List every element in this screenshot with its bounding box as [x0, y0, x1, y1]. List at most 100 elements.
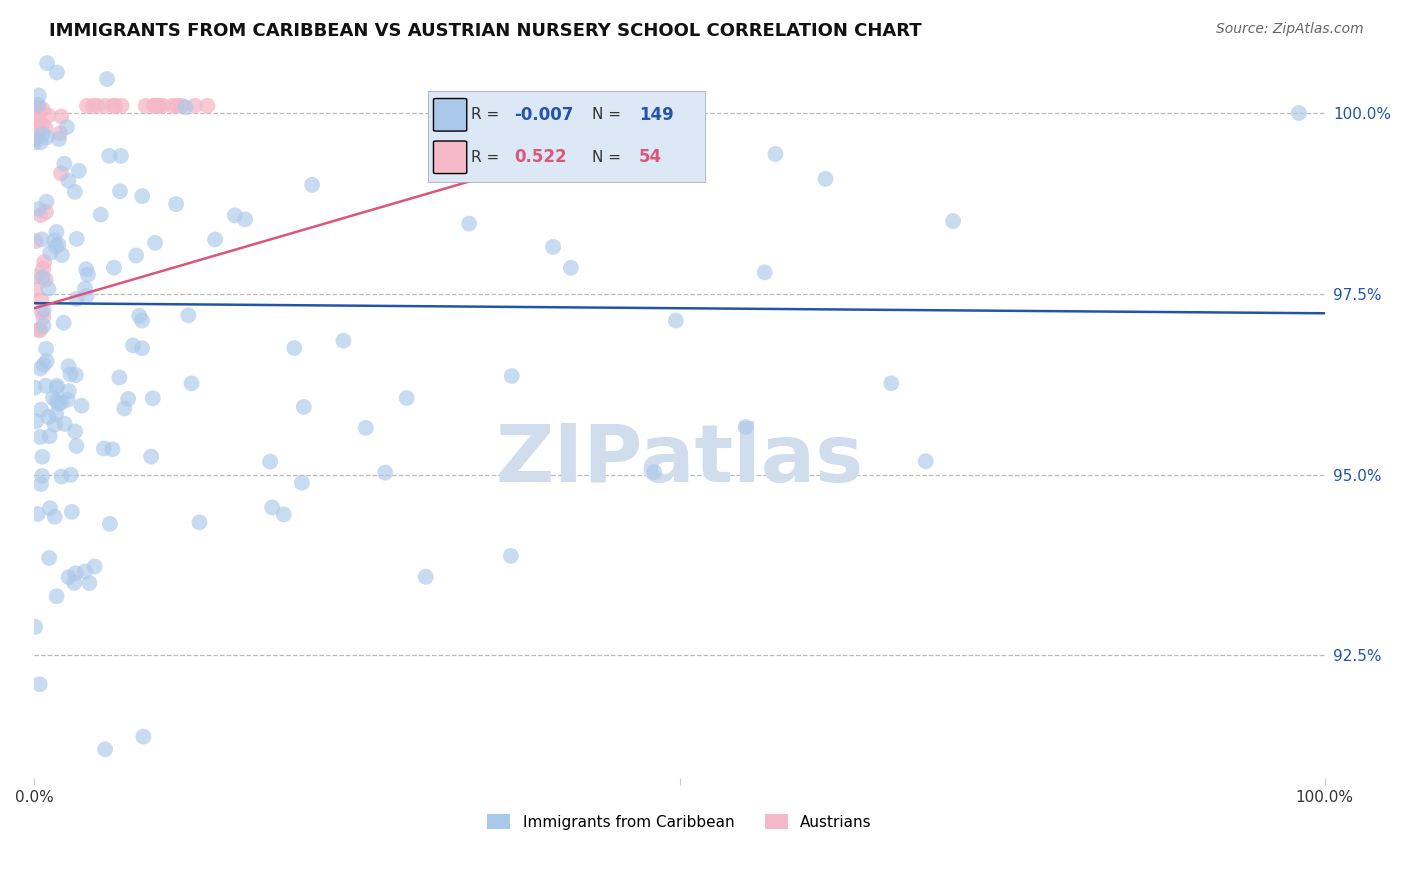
- Point: [45, 381, 67, 395]
- Point: [24, 115, 46, 129]
- Point: [110, 149, 132, 163]
- Point: [152, 99, 174, 113]
- Point: [28, 103, 51, 117]
- Point: [31, 232, 53, 246]
- Point: [38, 551, 60, 566]
- Point: [86, 99, 108, 113]
- Point: [39, 501, 62, 516]
- Point: [37, 109, 59, 123]
- Point: [63, 575, 86, 590]
- Point: [108, 184, 131, 198]
- Point: [30, 323, 52, 337]
- Point: [122, 338, 145, 352]
- Point: [67, 164, 90, 178]
- Point: [53, 417, 76, 431]
- Point: [135, 99, 157, 113]
- Point: [75, 262, 97, 277]
- Point: [259, 454, 281, 468]
- Point: [27, 507, 49, 521]
- Point: [24, 135, 46, 149]
- Point: [25, 129, 48, 144]
- Point: [49, 166, 72, 180]
- Point: [34, 273, 56, 287]
- Point: [32, 303, 55, 318]
- Point: [96, 72, 118, 87]
- Point: [110, 99, 132, 113]
- Point: [204, 232, 226, 246]
- Point: [45, 394, 67, 409]
- Point: [765, 147, 787, 161]
- Point: [22, 131, 45, 145]
- Point: [28, 677, 51, 691]
- Point: [24, 620, 46, 634]
- Point: [48, 132, 70, 146]
- Point: [67, 29, 90, 43]
- Point: [942, 214, 965, 228]
- Point: [65, 368, 87, 382]
- Point: [112, 401, 135, 416]
- Point: [94, 99, 117, 113]
- Point: [224, 208, 246, 222]
- Point: [141, 450, 163, 464]
- Point: [58, 570, 80, 584]
- Point: [35, 342, 58, 356]
- Point: [60, 505, 83, 519]
- Point: [66, 232, 89, 246]
- Point: [332, 334, 354, 348]
- Point: [56, 392, 79, 407]
- Point: [283, 341, 305, 355]
- Point: [148, 99, 170, 113]
- Point: [665, 313, 688, 327]
- Point: [184, 99, 207, 113]
- Point: [59, 467, 82, 482]
- Point: [108, 370, 131, 384]
- Point: [32, 11, 55, 25]
- Point: [42, 391, 65, 405]
- Point: [32, 255, 55, 269]
- Point: [30, 361, 52, 376]
- Point: [35, 56, 58, 70]
- Point: [65, 566, 87, 581]
- Point: [51, 248, 73, 262]
- Point: [31, 270, 53, 285]
- Point: [291, 475, 314, 490]
- Point: [30, 208, 52, 222]
- Point: [31, 450, 53, 464]
- Point: [84, 19, 107, 33]
- Point: [814, 171, 837, 186]
- Point: [131, 189, 153, 203]
- Point: [27, 120, 49, 135]
- Point: [25, 269, 48, 284]
- Point: [148, 99, 170, 113]
- Point: [30, 430, 52, 444]
- Point: [51, 469, 73, 483]
- Point: [162, 99, 184, 113]
- Point: [73, 565, 96, 579]
- Point: [59, 368, 82, 382]
- Point: [90, 208, 112, 222]
- Point: [165, 197, 187, 211]
- Point: [30, 402, 52, 417]
- Point: [98, 149, 121, 163]
- Point: [49, 126, 72, 140]
- Point: [35, 194, 58, 209]
- Point: [501, 369, 523, 384]
- Point: [28, 202, 51, 217]
- Point: [34, 120, 56, 135]
- Point: [44, 417, 66, 432]
- Point: [143, 99, 166, 113]
- Point: [25, 114, 48, 128]
- Point: [38, 429, 60, 443]
- Point: [98, 516, 121, 531]
- Point: [415, 570, 437, 584]
- Point: [131, 313, 153, 327]
- Point: [27, 100, 49, 114]
- Point: [104, 99, 127, 113]
- Point: [75, 289, 97, 303]
- Point: [45, 407, 67, 421]
- Point: [221, 14, 243, 29]
- Point: [103, 260, 125, 275]
- Text: IMMIGRANTS FROM CARIBBEAN VS AUSTRIAN NURSERY SCHOOL CORRELATION CHART: IMMIGRANTS FROM CARIBBEAN VS AUSTRIAN NU…: [49, 22, 922, 40]
- Point: [28, 115, 51, 129]
- Point: [58, 384, 80, 398]
